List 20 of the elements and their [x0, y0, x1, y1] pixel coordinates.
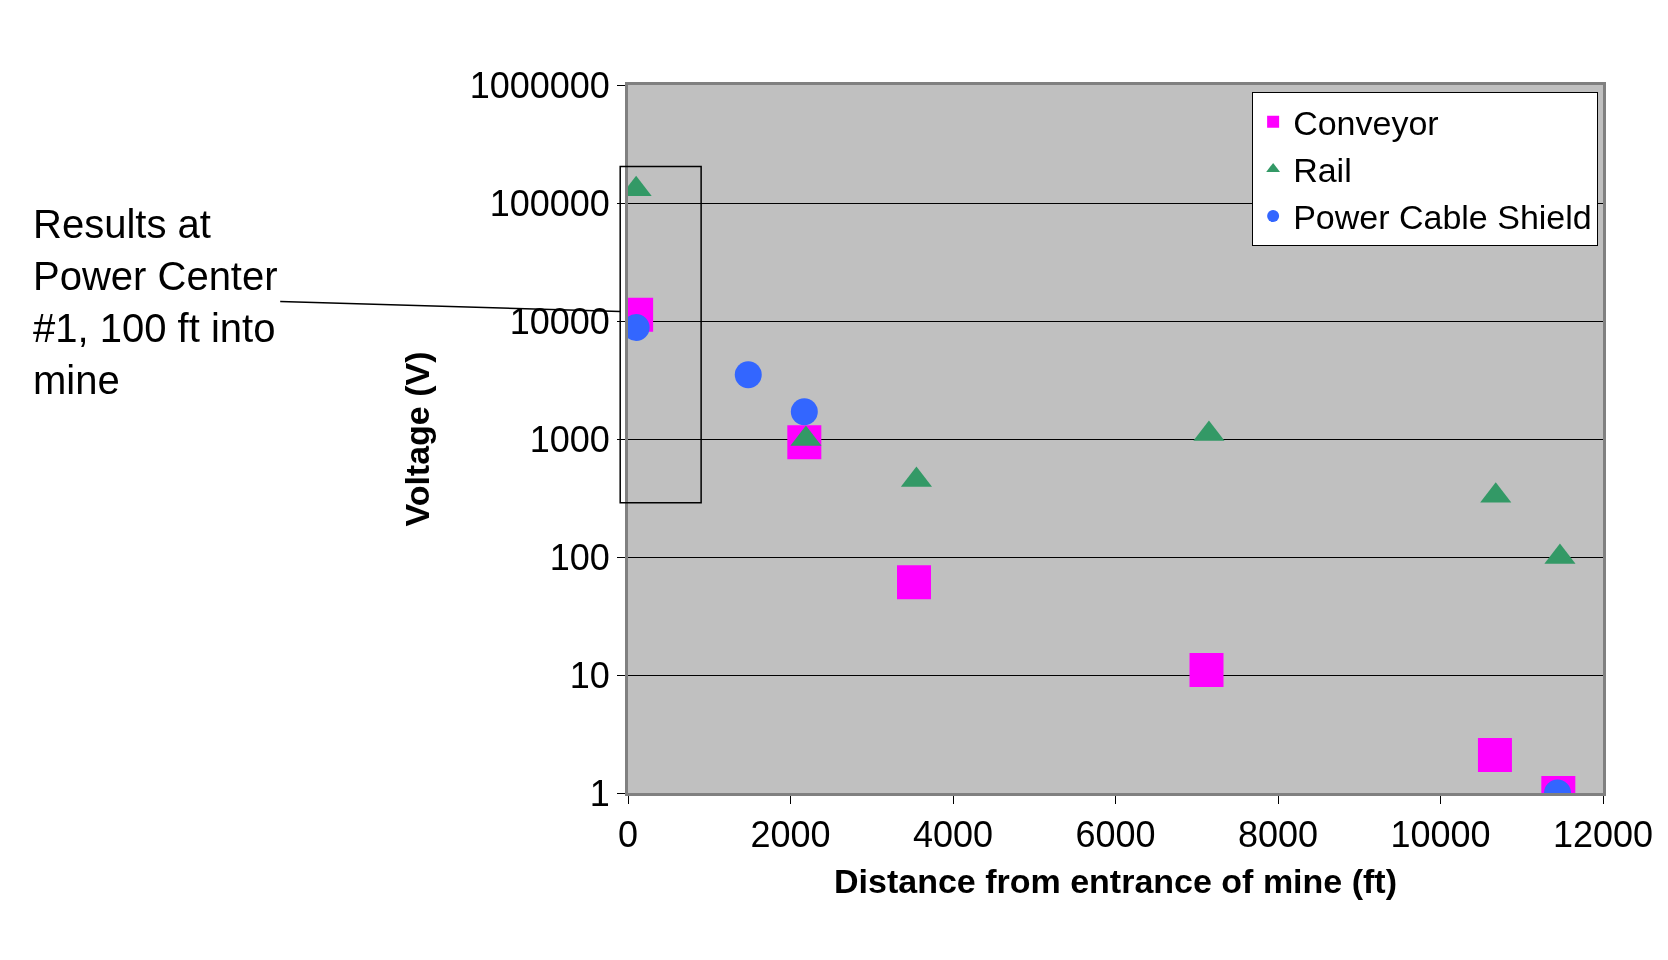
x-tick-label: 6000 [1075, 814, 1156, 856]
x-axis-title: Distance from entrance of mine (ft) [834, 861, 1397, 900]
x-tick-label: 0 [617, 814, 639, 856]
legend-label: Conveyor [1293, 103, 1439, 142]
legend-label: Rail [1293, 151, 1352, 190]
y-tick-label: 100000 [489, 182, 610, 224]
y-tick-label: 1000000 [469, 64, 610, 106]
legend-label: Power Cable Shield [1293, 198, 1592, 237]
x-tick-label: 2000 [750, 814, 831, 856]
y-tick-label: 10000 [509, 300, 610, 342]
y-tick-label: 100 [549, 536, 610, 578]
x-tick-label: 12000 [1552, 814, 1654, 856]
x-tick-label: 10000 [1390, 814, 1491, 856]
x-tick-label: 8000 [1237, 814, 1319, 856]
y-axis-title: Voltage (V) [398, 351, 437, 527]
y-tick-label: 1 [589, 772, 610, 814]
x-tick-label: 4000 [912, 814, 994, 856]
y-tick-label: 1000 [529, 418, 610, 460]
y-tick-label: 10 [569, 654, 610, 696]
text: Results at Power Center #1, 100 ft into mine [33, 202, 278, 402]
